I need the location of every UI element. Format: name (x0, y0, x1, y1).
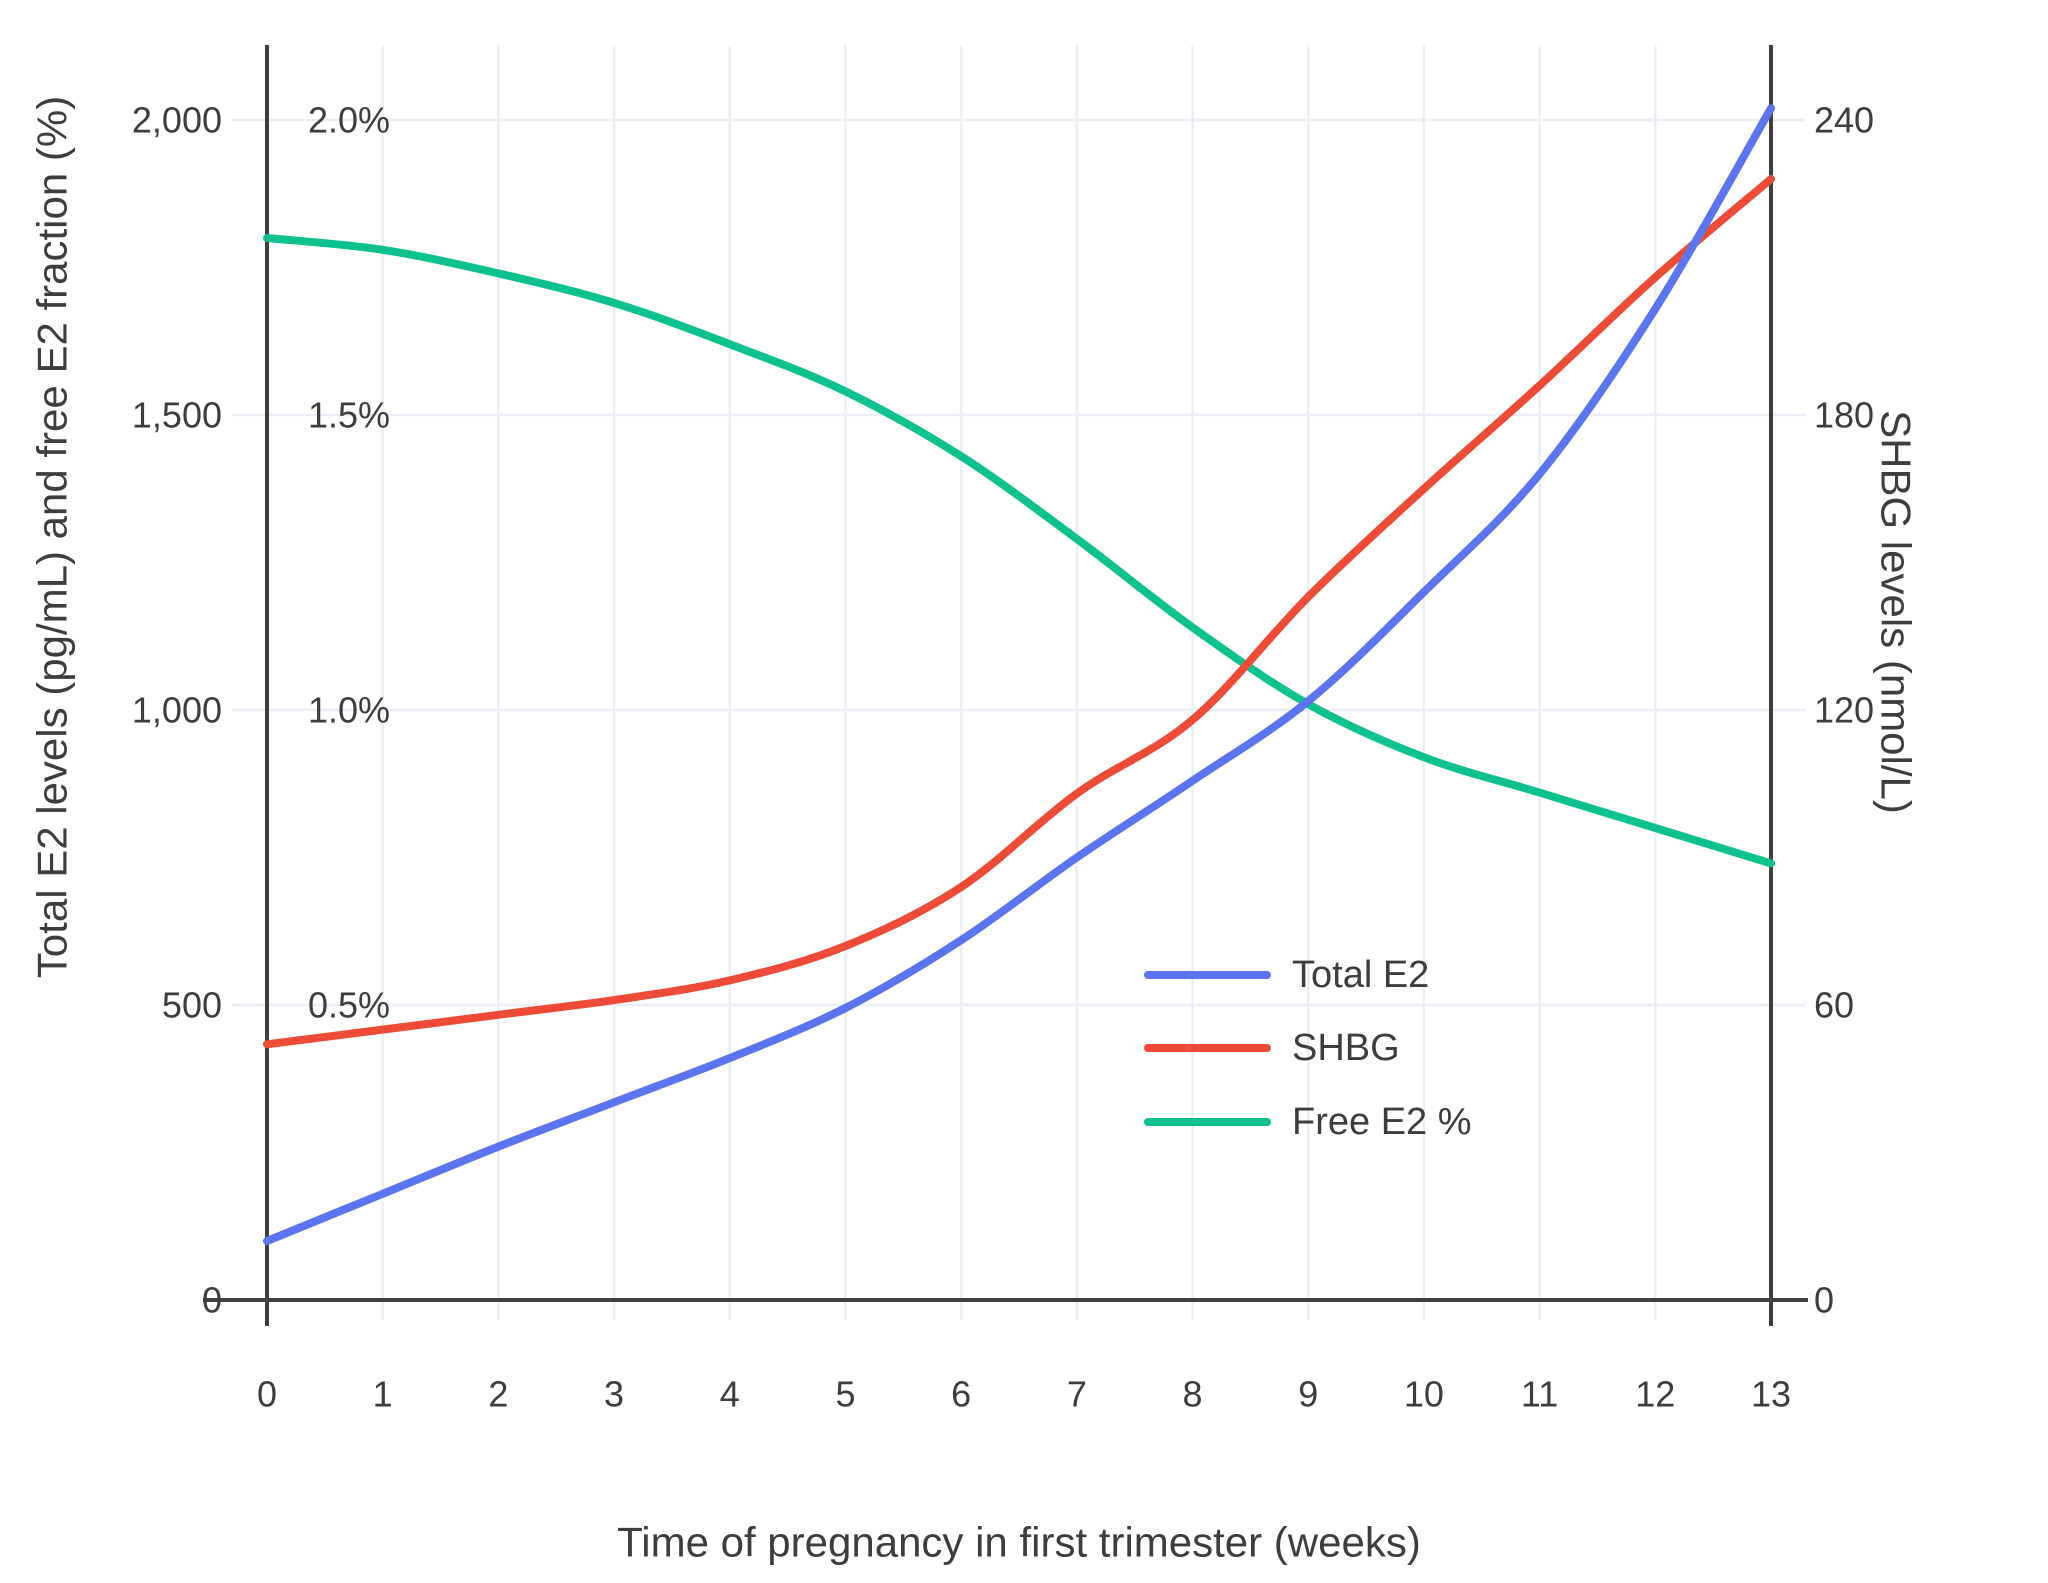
percent-tick-label: 1.5% (308, 395, 390, 436)
left-axis-tick-label: 1,000 (132, 690, 222, 731)
x-axis-tick-label: 2 (488, 1374, 508, 1415)
x-axis-title: Time of pregnancy in first trimester (we… (617, 1519, 1421, 1566)
left-axis-tick-label: 500 (162, 985, 222, 1026)
x-axis-tick-label: 13 (1751, 1374, 1791, 1415)
right-axis-tick-label: 0 (1814, 1280, 1834, 1321)
x-axis-tick-label: 7 (1067, 1374, 1087, 1415)
x-axis-tick-label: 12 (1635, 1374, 1675, 1415)
left-axis-tick-label: 0 (202, 1280, 222, 1321)
gridlines-layer (232, 45, 1806, 1320)
legend-label: Total E2 (1292, 954, 1429, 996)
legend-item-shbg[interactable]: SHBG (1144, 1027, 1400, 1069)
x-axis-tick-label: 6 (951, 1374, 971, 1415)
right-axis-tick-label: 120 (1814, 690, 1874, 731)
left-axis-tick-label: 2,000 (132, 100, 222, 141)
x-axis-tick-label: 1 (373, 1374, 393, 1415)
legend-item-free-e2[interactable]: Free E2 % (1144, 1101, 1472, 1143)
x-axis-tick-label: 9 (1298, 1374, 1318, 1415)
shbg-line (263, 175, 1775, 1049)
right-axis-tick-label: 60 (1814, 985, 1854, 1026)
series-layer (263, 104, 1775, 1245)
axes-layer (203, 45, 1808, 1326)
x-axis-tick-label: 5 (835, 1374, 855, 1415)
free-e2-line (263, 234, 1775, 868)
x-axis-tick-label: 0 (257, 1374, 277, 1415)
legend-item-total-e2[interactable]: Total E2 (1144, 954, 1429, 996)
legend-label: SHBG (1292, 1027, 1400, 1069)
percent-tick-label: 0.5% (308, 985, 390, 1026)
x-axis-tick-label: 3 (604, 1374, 624, 1415)
left-axis-title: Total E2 levels (pg/mL) and free E2 frac… (29, 96, 76, 978)
right-axis-title: SHBG levels (nmol/L) (1873, 410, 1920, 814)
right-axis-tick-label: 180 (1814, 395, 1874, 436)
left-axis-tick-label: 1,500 (132, 395, 222, 436)
x-axis-tick-label: 8 (1183, 1374, 1203, 1415)
x-axis-tick-label: 11 (1521, 1374, 1558, 1415)
percent-tick-label: 2.0% (308, 100, 390, 141)
legend-label: Free E2 % (1292, 1101, 1472, 1143)
x-axis-tick-label: 4 (720, 1374, 740, 1415)
right-axis-tick-label: 240 (1814, 100, 1874, 141)
axis-labels-layer: 05001,0001,5002,0000.5%1.0%1.5%2.0%06012… (29, 96, 1920, 1566)
percent-tick-label: 1.0% (308, 690, 390, 731)
total-e2-line (263, 104, 1775, 1245)
x-axis-tick-label: 10 (1404, 1374, 1444, 1415)
legend: Total E2 SHBG Free E2 % (1144, 954, 1472, 1143)
